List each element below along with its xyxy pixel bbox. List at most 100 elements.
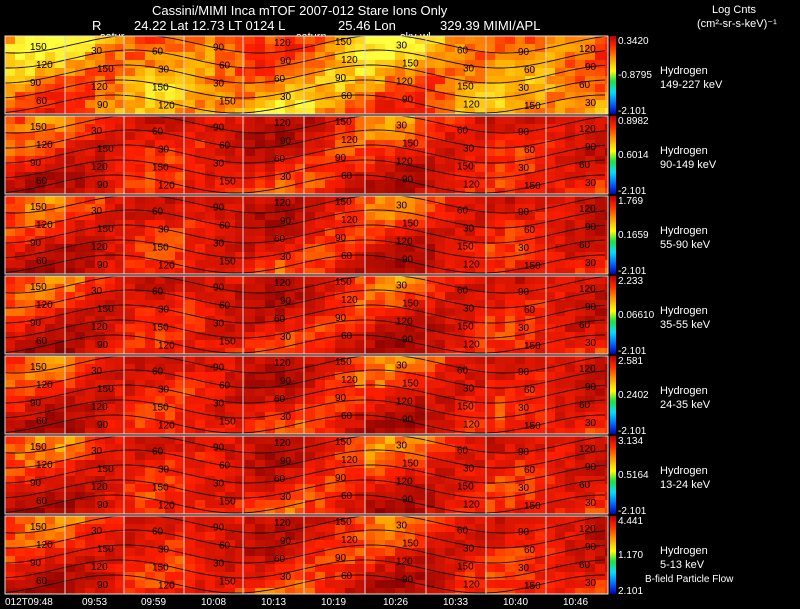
heatmap-cell <box>495 452 505 460</box>
heatmap-cell <box>385 380 395 388</box>
heatmap-cell <box>115 116 125 124</box>
heatmap-cell <box>485 172 495 180</box>
heatmap-cell <box>475 52 485 60</box>
heatmap-cell <box>315 116 325 124</box>
heatmap-cell <box>475 540 485 548</box>
heatmap-cell <box>295 84 305 92</box>
contour-label: 60 <box>152 447 164 458</box>
heatmap-cell <box>265 52 275 60</box>
heatmap-cell <box>565 468 575 476</box>
heatmap-cell <box>425 308 435 316</box>
heatmap-cell <box>105 212 115 220</box>
heatmap-cell <box>335 340 345 348</box>
heatmap-cell <box>345 388 355 396</box>
heatmap-cell <box>185 492 195 500</box>
heatmap-cell <box>75 60 85 68</box>
heatmap-cell <box>585 516 595 524</box>
heatmap-cell <box>355 356 365 364</box>
heatmap-cell <box>365 308 375 316</box>
heatmap-cell <box>55 68 65 76</box>
heatmap-cell <box>455 508 465 514</box>
contour-label: 60 <box>274 234 286 245</box>
heatmap-cell <box>5 516 15 524</box>
heatmap-cell <box>45 124 55 132</box>
contour-label: 150 <box>524 181 541 192</box>
contour-label: 60 <box>152 127 164 138</box>
heatmap-cell <box>135 244 145 252</box>
heatmap-cell <box>185 300 195 308</box>
heatmap-cell <box>545 460 555 468</box>
heatmap-cell <box>385 68 395 76</box>
heatmap-cell <box>335 524 345 532</box>
heatmap-cell <box>455 388 465 396</box>
heatmap-cell <box>555 308 565 316</box>
heatmap-cell <box>435 252 445 260</box>
heatmap-cell <box>575 60 585 68</box>
heatmap-cell <box>175 220 185 228</box>
heatmap-cell <box>95 340 105 348</box>
heatmap-cell <box>445 348 455 354</box>
heatmap-cell <box>535 476 545 484</box>
heatmap-cell <box>265 140 275 148</box>
heatmap-cell <box>405 492 415 500</box>
heatmap-cell <box>315 204 325 212</box>
heatmap-cell <box>195 564 205 572</box>
heatmap-cell <box>315 436 325 444</box>
heatmap-cell <box>105 300 115 308</box>
heatmap-cell <box>405 76 415 84</box>
heatmap-cell <box>185 84 195 92</box>
heatmap-cell <box>265 132 275 140</box>
heatmap-cell <box>105 588 115 594</box>
heatmap-cell <box>275 388 285 396</box>
heatmap-cell <box>65 484 75 492</box>
heatmap-cell <box>95 428 105 434</box>
heatmap-cell <box>515 108 525 114</box>
heatmap-cell <box>425 180 435 188</box>
heatmap-cell <box>485 356 495 364</box>
heatmap-cell <box>525 236 535 244</box>
heatmap-cell <box>365 548 375 556</box>
heatmap-cell <box>75 404 85 412</box>
heatmap-cell <box>25 284 35 292</box>
heatmap-cell <box>55 148 65 156</box>
heatmap-cell <box>195 340 205 348</box>
heatmap-cell <box>435 36 445 44</box>
heatmap-cell <box>205 364 215 372</box>
heatmap-cell <box>145 236 155 244</box>
heatmap-cell <box>475 260 485 268</box>
heatmap-cell <box>245 244 255 252</box>
contour-label: 150 <box>219 257 236 268</box>
heatmap-cell <box>215 172 225 180</box>
heatmap-cell <box>245 508 255 514</box>
heatmap-cell <box>225 428 235 434</box>
heatmap-cell <box>145 540 155 548</box>
heatmap-cell <box>515 84 525 92</box>
heatmap-cell <box>45 92 55 100</box>
heatmap-cell <box>505 292 515 300</box>
heatmap-cell <box>125 420 135 428</box>
heatmap-cell <box>405 420 415 428</box>
heatmap-cell <box>165 324 175 332</box>
heatmap-cell <box>115 508 125 514</box>
heatmap-cell <box>105 92 115 100</box>
heatmap-cell <box>335 300 345 308</box>
heatmap-cell <box>515 148 525 156</box>
heatmap-cell <box>95 76 105 84</box>
heatmap-cell <box>505 548 515 556</box>
heatmap-cell <box>505 404 515 412</box>
heatmap-cell <box>395 92 405 100</box>
heatmap-cell <box>355 420 365 428</box>
heatmap-cell <box>375 564 385 572</box>
heatmap-cell <box>295 228 305 236</box>
heatmap-cell <box>185 412 195 420</box>
heatmap-cell <box>585 452 595 460</box>
heatmap-cell <box>355 468 365 476</box>
heatmap-cell <box>215 436 225 444</box>
contour-label: 120 <box>341 375 358 386</box>
contour-label: 90 <box>30 238 42 249</box>
heatmap-cell <box>595 500 605 508</box>
heatmap-cell <box>605 84 608 92</box>
heatmap-cell <box>395 252 405 260</box>
heatmap-cell <box>225 132 235 140</box>
heatmap-cell <box>505 124 515 132</box>
